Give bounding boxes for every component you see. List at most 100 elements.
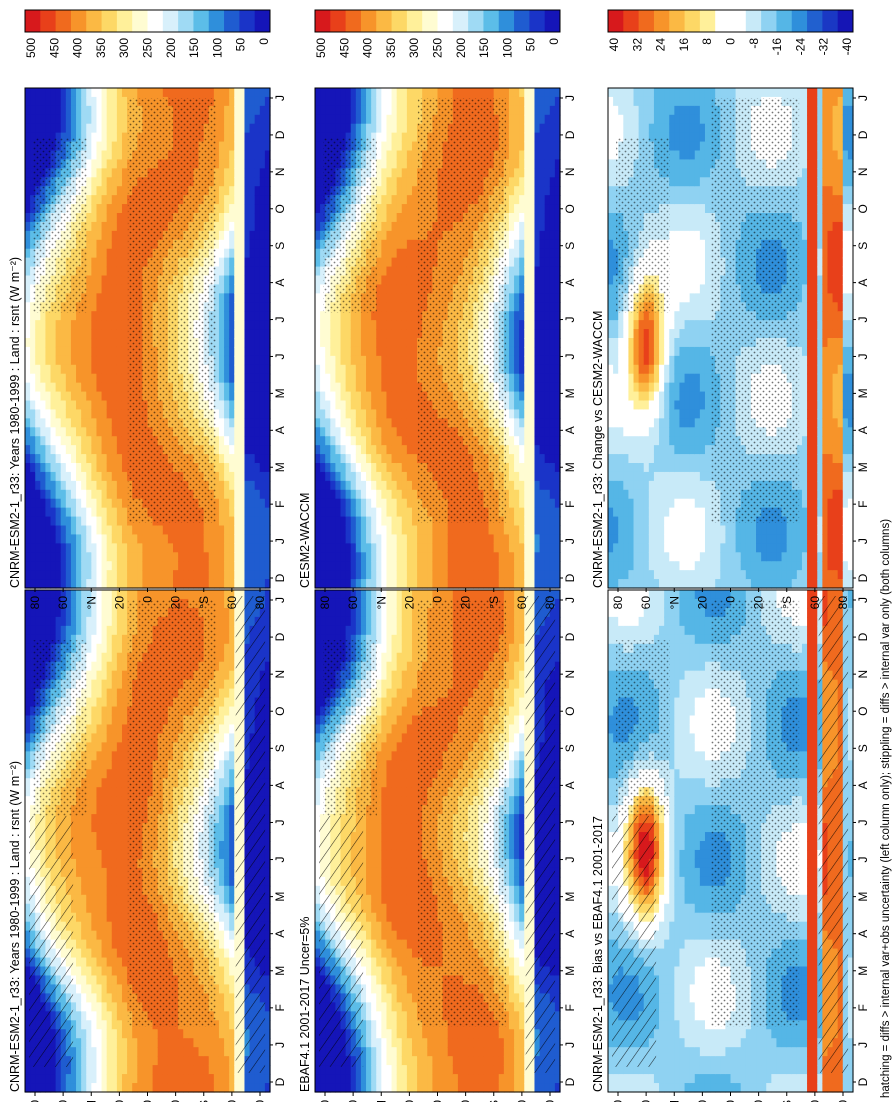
heat-cell bbox=[50, 625, 57, 636]
heat-cell bbox=[218, 427, 225, 437]
heat-cell bbox=[106, 284, 113, 294]
heat-cell bbox=[106, 266, 113, 277]
heat-cell bbox=[224, 346, 230, 357]
heat-cell bbox=[91, 814, 98, 824]
heat-cell bbox=[208, 1038, 215, 1048]
heat-cell bbox=[45, 373, 52, 384]
heat-cell bbox=[91, 543, 98, 553]
heat-cell bbox=[167, 1074, 174, 1084]
heat-cell bbox=[106, 948, 113, 959]
heat-cell bbox=[30, 177, 36, 187]
heat-cell bbox=[142, 534, 149, 544]
heat-cell bbox=[106, 661, 113, 672]
heat-cell bbox=[121, 1020, 128, 1030]
heat-cell bbox=[96, 616, 103, 627]
heat-cell bbox=[173, 590, 179, 600]
heat-cell bbox=[35, 498, 41, 509]
heat-cell bbox=[173, 552, 179, 562]
heat-cell bbox=[96, 1029, 103, 1039]
heat-cell bbox=[101, 204, 108, 214]
heat-cell bbox=[218, 150, 225, 161]
heat-cell bbox=[60, 445, 67, 455]
heat-cell bbox=[213, 123, 220, 134]
heat-cell bbox=[213, 498, 220, 509]
lat-tick-label: °N bbox=[84, 1100, 98, 1102]
heat-cell bbox=[111, 346, 118, 357]
heat-cell bbox=[45, 1065, 52, 1075]
heat-cell bbox=[213, 1065, 220, 1075]
heat-cell bbox=[96, 177, 103, 187]
heat-cell bbox=[218, 948, 225, 959]
heat-cell bbox=[249, 1074, 256, 1084]
heat-cell bbox=[106, 221, 113, 232]
heat-cell bbox=[25, 769, 31, 779]
heat-cell bbox=[65, 543, 72, 553]
heat-cell bbox=[25, 382, 31, 393]
heat-cell bbox=[96, 239, 103, 250]
heat-cell bbox=[91, 715, 98, 726]
heat-cell bbox=[101, 266, 108, 277]
heat-cell bbox=[157, 561, 164, 571]
heat-cell bbox=[224, 966, 230, 977]
heat-cell bbox=[249, 1083, 256, 1093]
heat-cell bbox=[137, 1074, 143, 1084]
heat-cell bbox=[25, 876, 31, 887]
heat-cell bbox=[111, 561, 118, 571]
heat-cell bbox=[86, 213, 92, 223]
heat-cell bbox=[86, 543, 92, 553]
heat-cell bbox=[25, 751, 31, 761]
heat-cell bbox=[96, 796, 103, 806]
heat-cell bbox=[96, 204, 103, 214]
heat-cell bbox=[101, 570, 108, 580]
heat-cell bbox=[35, 346, 41, 357]
heat-cell bbox=[106, 96, 113, 107]
heat-cell bbox=[213, 525, 220, 536]
heat-cell bbox=[70, 355, 77, 366]
heat-cell bbox=[45, 88, 52, 98]
heat-cell bbox=[188, 1065, 195, 1075]
heat-cell bbox=[40, 543, 47, 553]
heat-cell bbox=[106, 471, 113, 482]
heat-cell bbox=[106, 751, 113, 761]
heat-cell bbox=[224, 724, 230, 735]
heat-cell bbox=[65, 338, 72, 348]
heat-cell bbox=[264, 984, 271, 994]
heat-cell bbox=[65, 454, 72, 464]
heat-cell bbox=[30, 213, 36, 223]
heat-cell bbox=[25, 257, 31, 268]
heat-cell bbox=[96, 382, 103, 393]
heat-cell bbox=[111, 507, 118, 518]
heat-cell bbox=[229, 590, 235, 600]
heat-cell bbox=[264, 867, 271, 878]
heat-cell bbox=[70, 409, 77, 419]
heat-cell bbox=[152, 1083, 159, 1093]
heat-cell bbox=[147, 552, 154, 562]
heat-cell bbox=[106, 1083, 113, 1093]
heat-cell bbox=[86, 293, 92, 303]
heat-cell bbox=[60, 96, 67, 107]
heat-cell bbox=[50, 590, 57, 600]
month-tick-label: A bbox=[273, 781, 287, 789]
heat-cell bbox=[101, 275, 108, 286]
heat-cell bbox=[25, 823, 31, 833]
heat-cell bbox=[203, 1074, 210, 1084]
heat-cell bbox=[218, 858, 225, 869]
heat-cell bbox=[193, 1047, 200, 1057]
heat-cell bbox=[193, 543, 200, 553]
heat-cell bbox=[81, 427, 87, 437]
heat-cell bbox=[132, 561, 138, 571]
heat-cell bbox=[193, 1056, 200, 1066]
heat-cell bbox=[60, 329, 67, 339]
heat-cell bbox=[183, 552, 189, 562]
heat-cell bbox=[106, 507, 113, 518]
heat-cell bbox=[35, 338, 41, 348]
heat-cell bbox=[111, 409, 118, 419]
heat-cell bbox=[55, 570, 62, 580]
heat-cell bbox=[96, 706, 103, 717]
heat-cell bbox=[101, 966, 108, 977]
heat-cell bbox=[116, 525, 123, 536]
heat-cell bbox=[40, 463, 47, 473]
heat-cell bbox=[96, 805, 103, 815]
heat-cell bbox=[121, 204, 128, 214]
heat-cell bbox=[35, 463, 41, 473]
